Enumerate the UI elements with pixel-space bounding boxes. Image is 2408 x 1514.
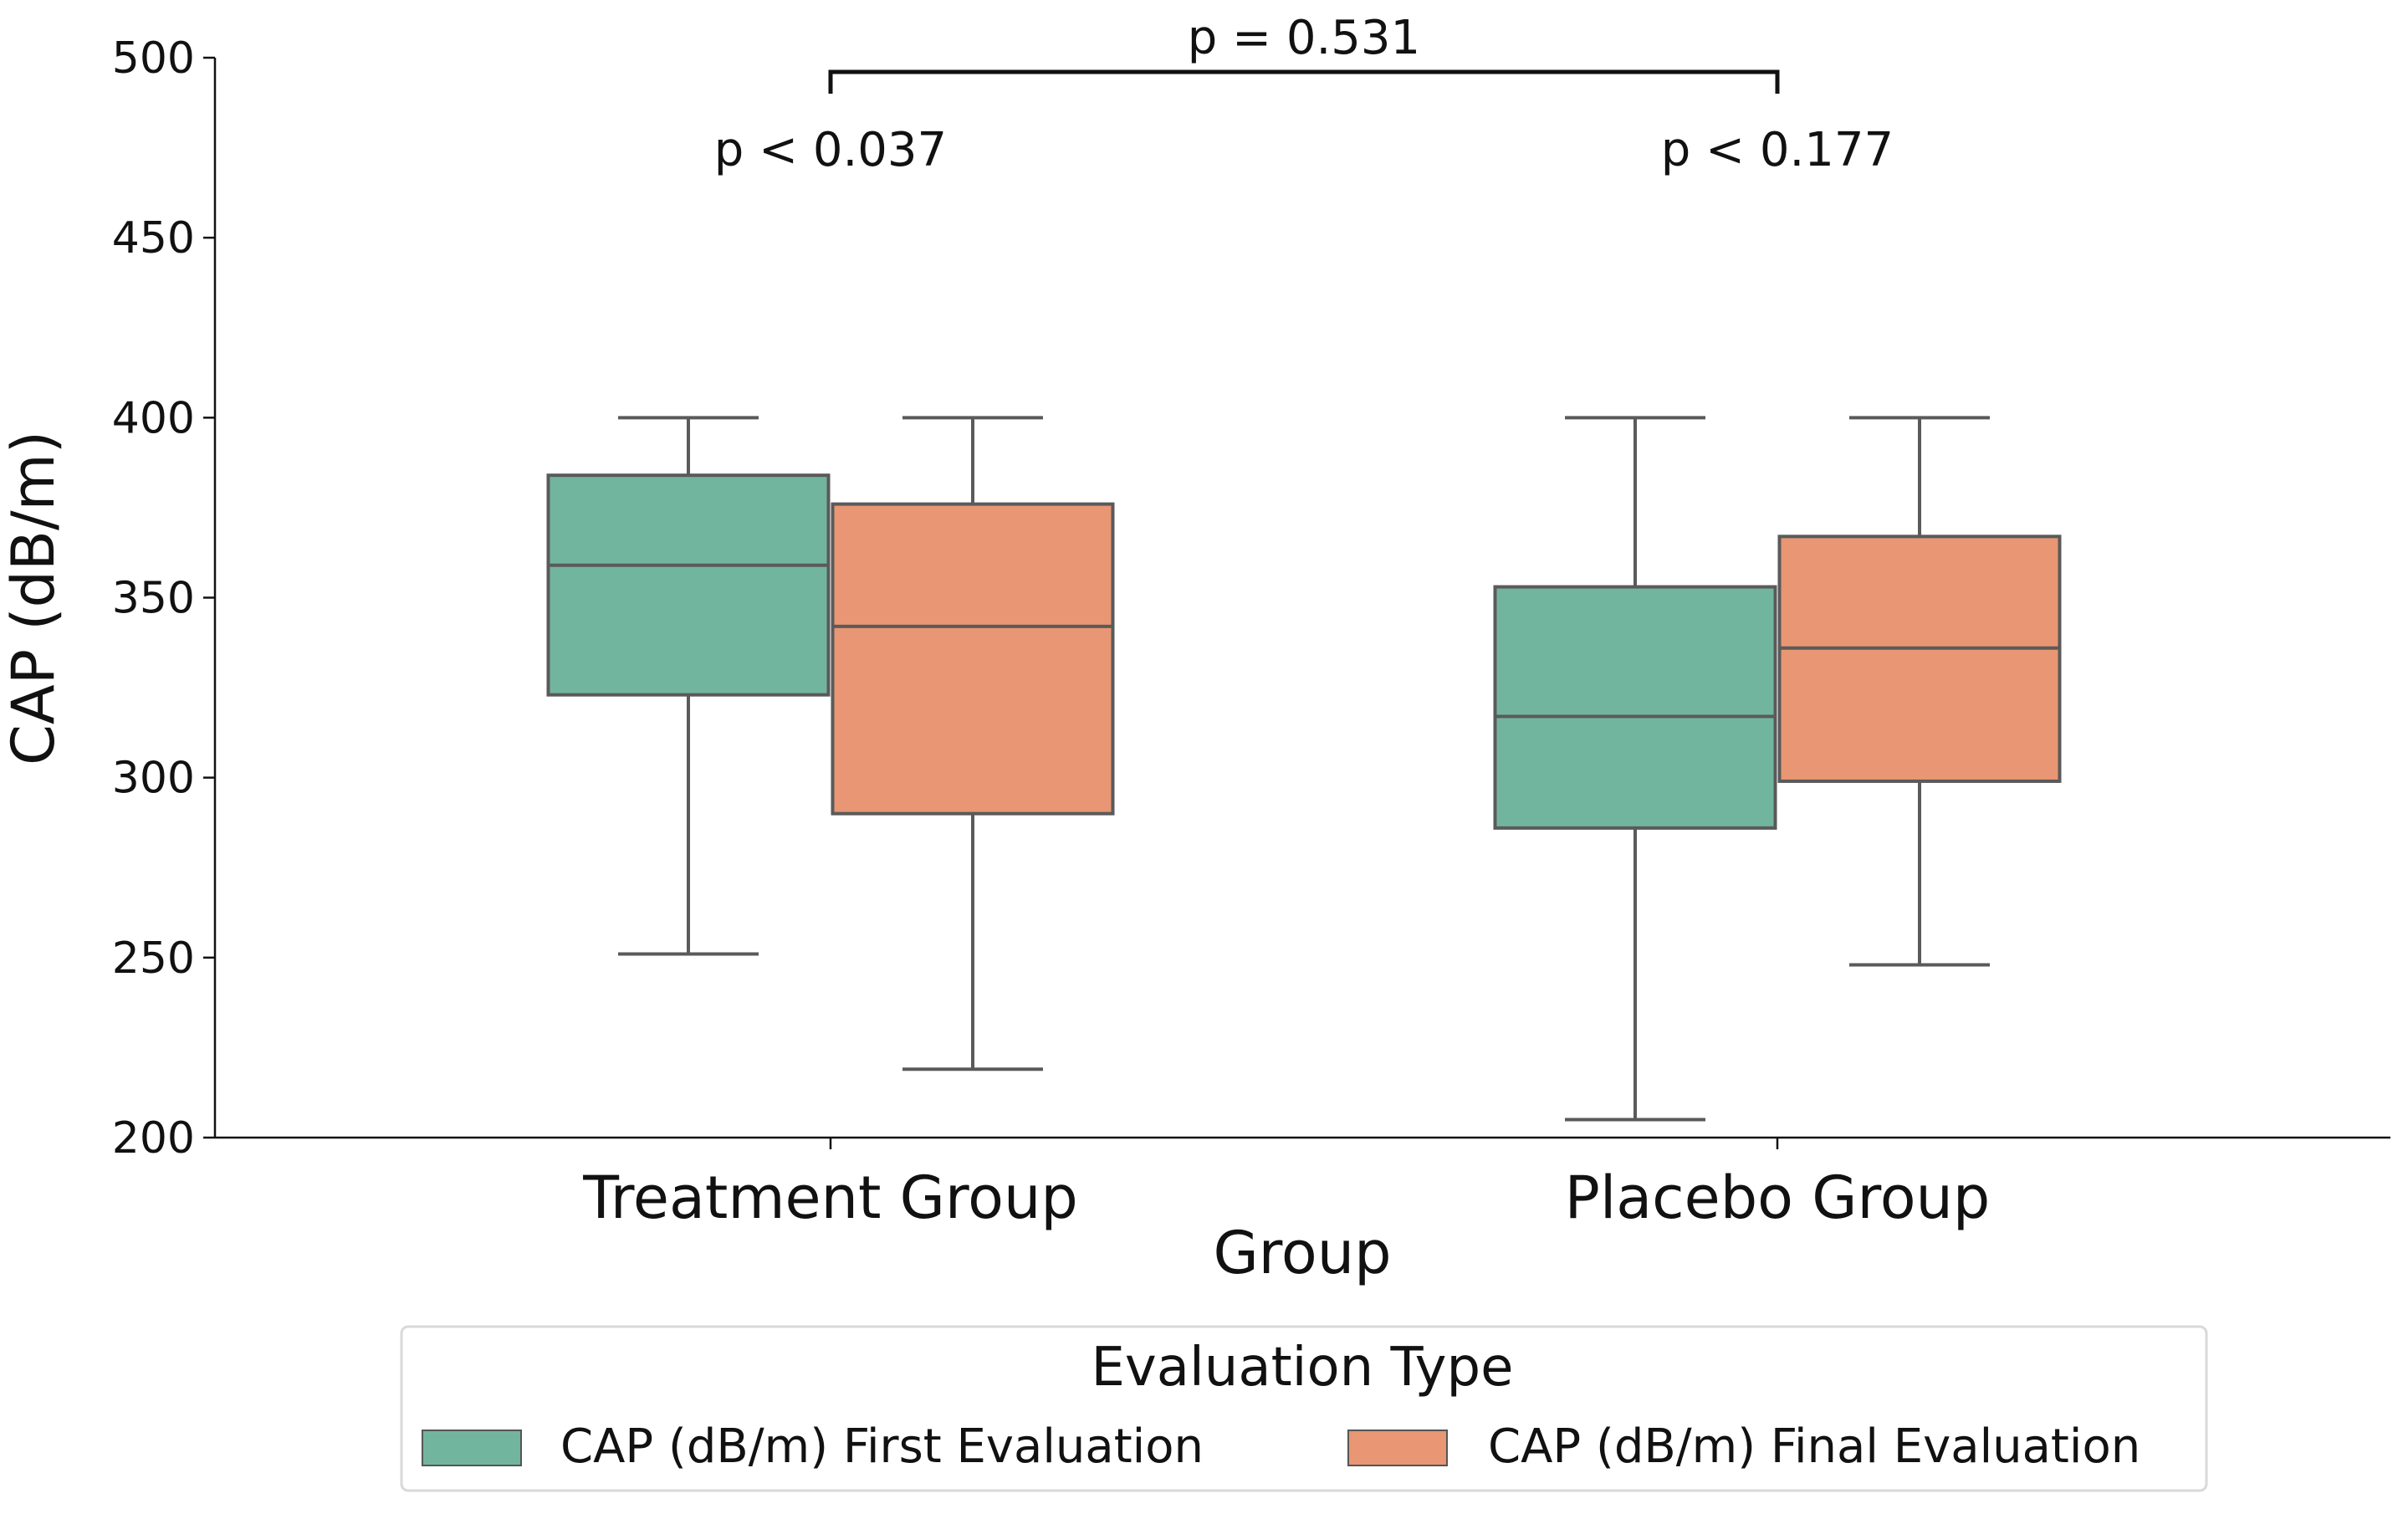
iqr-box (546, 473, 831, 697)
box (1777, 416, 2062, 967)
placebo-p-value: p < 0.177 (1661, 123, 1894, 177)
y-axis-ticks: 200 250 300 350 400 450 500 (112, 33, 215, 1164)
legend: Evaluation Type CAP (dB/m) First Evaluat… (400, 1325, 2208, 1492)
between-group-p-value: p = 0.531 (1188, 11, 1420, 65)
y-tick-label: 200 (112, 1113, 195, 1164)
y-tick-label: 350 (112, 574, 195, 624)
box (831, 416, 1115, 1072)
y-tick-label: 400 (112, 393, 195, 443)
y-tick-label: 250 (112, 933, 195, 984)
iqr-box (1777, 535, 2062, 783)
iqr-box (1493, 585, 1777, 830)
legend-title: Evaluation Type (1091, 1337, 1513, 1399)
box-series (546, 416, 2062, 1122)
x-category-label: Treatment Group (582, 1164, 1078, 1232)
y-tick-label: 450 (112, 213, 195, 263)
box (546, 416, 831, 956)
legend-swatch-first-evaluation (422, 1430, 522, 1466)
treatment-p-value: p < 0.037 (714, 123, 947, 177)
x-axis-ticks: Treatment Group Placebo Group (582, 1138, 1990, 1232)
x-axis-title: Group (1213, 1219, 1391, 1287)
x-category-label: Placebo Group (1565, 1164, 1991, 1232)
y-tick-label: 300 (112, 754, 195, 804)
legend-label-final-evaluation: CAP (dB/m) Final Evaluation (1488, 1419, 2140, 1474)
box (1493, 416, 1777, 1122)
legend-swatch-final-evaluation (1347, 1430, 1448, 1466)
y-tick-label: 500 (112, 33, 195, 84)
y-axis-title: CAP (dB/m) (0, 431, 68, 765)
significance-bracket (828, 69, 1780, 94)
legend-label-first-evaluation: CAP (dB/m) First Evaluation (560, 1419, 1204, 1474)
iqr-box (831, 502, 1115, 816)
annotations: p = 0.531 p < 0.037 p < 0.177 (714, 11, 1894, 177)
legend-frame (400, 1325, 2208, 1492)
